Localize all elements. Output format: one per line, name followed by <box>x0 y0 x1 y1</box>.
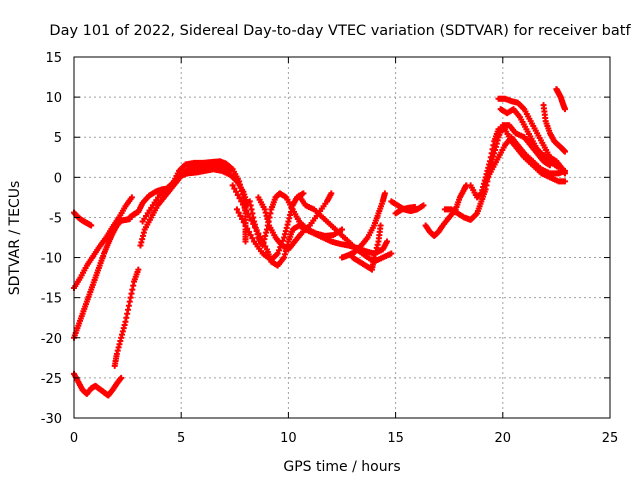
data-point <box>118 374 125 381</box>
data-points <box>71 86 568 399</box>
data-point <box>411 204 418 211</box>
y-tick-label: 10 <box>45 91 62 106</box>
data-point <box>242 222 249 229</box>
series-arc8 <box>139 166 251 225</box>
y-tick-label: 15 <box>45 51 62 66</box>
data-point <box>233 188 240 195</box>
data-point <box>377 222 384 229</box>
y-tick-label: -25 <box>41 372 62 387</box>
data-point <box>237 212 244 219</box>
series-arc25 <box>521 134 553 169</box>
series-arc19 <box>422 182 470 239</box>
data-point <box>249 235 256 242</box>
series-arc14 <box>296 192 395 265</box>
data-point <box>245 228 252 235</box>
data-point <box>381 190 388 197</box>
data-point <box>135 266 142 273</box>
data-point <box>236 195 243 202</box>
x-tick-label: 20 <box>495 431 512 446</box>
data-point <box>88 222 95 229</box>
series-arc5 <box>111 266 142 369</box>
data-point <box>328 190 335 197</box>
series-arc18 <box>392 204 418 217</box>
x-axis-label: GPS time / hours <box>283 459 400 475</box>
series-arc6 <box>126 185 172 221</box>
data-point <box>239 201 246 208</box>
data-point <box>561 106 568 113</box>
y-axis-label: SDTVAR / TECUs <box>7 181 23 296</box>
series-arc22 <box>482 134 568 185</box>
data-point <box>235 209 242 216</box>
y-tick-label: -20 <box>41 332 62 347</box>
data-point <box>561 148 568 155</box>
data-point <box>420 202 427 209</box>
y-tick-label: 0 <box>54 171 62 186</box>
x-tick-label: 15 <box>387 431 404 446</box>
data-point <box>238 198 245 205</box>
data-point <box>546 162 553 169</box>
series-arc16 <box>349 222 384 273</box>
data-point <box>234 191 241 198</box>
y-tick-label: -5 <box>49 211 62 226</box>
data-point <box>384 238 391 245</box>
data-point <box>274 250 281 257</box>
x-tick-label: 5 <box>177 431 185 446</box>
data-point <box>244 225 251 232</box>
data-point <box>241 204 248 211</box>
data-point <box>239 216 246 223</box>
data-point <box>275 247 282 254</box>
data-point <box>242 238 249 245</box>
series-arc15 <box>339 190 388 261</box>
data-point <box>231 185 238 192</box>
series-arc9 <box>169 158 249 245</box>
y-tick-label: -10 <box>41 252 62 267</box>
series-arc3 <box>71 216 133 341</box>
series-arc2 <box>71 194 135 292</box>
plot-frame <box>73 56 611 419</box>
data-point <box>233 206 240 213</box>
x-tick-label: 0 <box>70 431 78 446</box>
series-arc26 <box>540 102 568 155</box>
y-tick-label: 5 <box>54 131 62 146</box>
data-point <box>339 226 345 233</box>
y-tick-label: -15 <box>41 292 62 307</box>
data-point <box>128 194 135 201</box>
series-arc13 <box>255 190 335 253</box>
data-point <box>561 178 568 185</box>
data-point <box>561 170 568 177</box>
data-point <box>240 219 247 226</box>
data-point <box>229 182 236 189</box>
x-tick-label: 10 <box>280 431 297 446</box>
data-point <box>247 232 254 239</box>
data-point <box>388 250 395 257</box>
series-arc4 <box>71 370 125 399</box>
y-tick-label: -30 <box>41 412 62 427</box>
series-arc1 <box>71 209 95 229</box>
series-arc27 <box>553 86 568 113</box>
data-point <box>243 208 250 215</box>
chart-title: Day 101 of 2022, Sidereal Day-to-day VTE… <box>49 23 631 39</box>
data-point <box>300 190 307 197</box>
axis-ticks: 0 5 10 15 20 25 -30 -25 -20 -15 -10 -5 0 5 10 15 <box>41 51 619 446</box>
x-tick-label: 25 <box>602 431 619 446</box>
series-arc23 <box>495 95 568 177</box>
